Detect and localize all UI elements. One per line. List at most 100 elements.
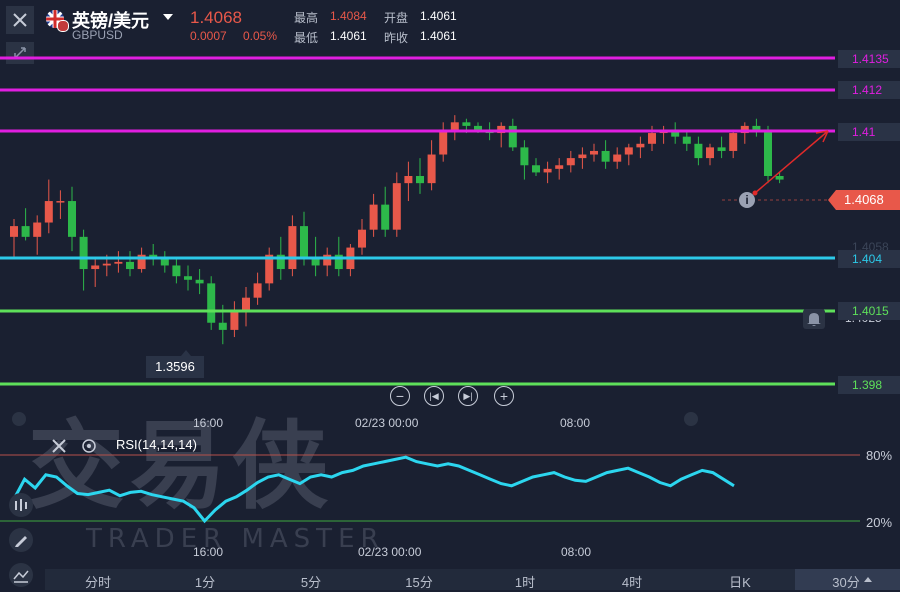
level-label-1: 1.4135: [838, 50, 900, 68]
candle-body: [288, 226, 297, 270]
main-time-label-2: 02/23 00:00: [355, 416, 419, 430]
zoom-in-button[interactable]: +: [494, 386, 514, 406]
scroll-dot-left[interactable]: [12, 412, 26, 426]
step-forward-button[interactable]: ▶|: [458, 386, 478, 406]
pair-name[interactable]: 英镑/美元: [72, 11, 150, 31]
close-icon: [13, 13, 27, 27]
prev-close-value: 1.4061: [420, 29, 457, 43]
line-chart-icon: [13, 570, 29, 583]
chevron-down-icon[interactable]: [163, 14, 173, 20]
tab-5min[interactable]: 5分: [300, 575, 322, 590]
open-value: 1.4061: [420, 9, 457, 23]
candle-body: [311, 258, 320, 266]
candle-body: [276, 254, 285, 270]
level-label-2: 1.412: [838, 81, 900, 99]
chart-type-button[interactable]: [9, 563, 33, 587]
candle-body: [137, 254, 146, 270]
candle-body: [740, 125, 749, 134]
candle-body: [578, 154, 587, 159]
price-chart[interactable]: [0, 0, 900, 400]
candle-body: [474, 125, 482, 130]
candle-body: [671, 129, 680, 137]
candle-body: [242, 297, 250, 312]
candle-body: [195, 279, 204, 284]
candle-body: [184, 276, 192, 280]
low-marker-pointer: [181, 350, 191, 356]
draw-button[interactable]: [9, 528, 33, 552]
level-label-4: 1.404: [838, 250, 900, 268]
tab-timeshare[interactable]: 分时: [84, 575, 112, 590]
current-price-tag-label: 1.4068: [844, 192, 884, 207]
rsi-label: RSI(14,14,14): [116, 437, 197, 452]
candle-body: [218, 322, 227, 330]
indicator-button[interactable]: [9, 493, 33, 517]
candle-body: [334, 254, 343, 270]
candle-body: [520, 147, 529, 166]
candle-body: [648, 133, 656, 144]
candle-body: [207, 283, 216, 323]
candle-body: [497, 125, 506, 134]
candle-body: [636, 143, 645, 148]
candle-body: [462, 122, 471, 126]
rsi-time-label-2: 02/23 00:00: [358, 545, 422, 559]
tab-daily[interactable]: 日K: [729, 575, 751, 590]
close-button[interactable]: [6, 6, 34, 34]
rsi-chart[interactable]: [0, 440, 900, 570]
candle-body: [508, 125, 517, 148]
level-label-3: 1.41: [838, 123, 900, 141]
symbol-code: GBPUSD: [72, 28, 123, 42]
candles-icon: [15, 499, 27, 511]
timeframe-tabbar: [45, 569, 900, 590]
candle-body: [91, 265, 100, 270]
candle-body: [392, 183, 401, 230]
rsi-settings-button[interactable]: [80, 437, 98, 455]
us-flag-icon: [57, 20, 69, 32]
candle-body: [68, 201, 76, 237]
gear-icon: [82, 439, 96, 453]
candle-body: [775, 176, 784, 180]
candle-body: [381, 204, 390, 230]
close-icon: [52, 439, 66, 453]
candle-body: [543, 168, 552, 173]
candle-body: [300, 226, 308, 259]
candle-body: [439, 129, 448, 155]
tab-30min[interactable]: 30分: [832, 575, 860, 590]
projection-arrow: [754, 130, 829, 194]
candle-body: [33, 222, 42, 237]
candle-body: [114, 261, 123, 264]
candle-body: [717, 147, 726, 151]
scroll-dot-right[interactable]: [684, 412, 698, 426]
level-label-5: 1.4015: [838, 302, 900, 320]
projection-arrow-head: [815, 130, 829, 143]
rsi-line: [12, 455, 735, 524]
candle-body: [706, 147, 714, 159]
candle-body: [253, 283, 262, 298]
info-icon[interactable]: i: [739, 192, 755, 208]
low-value: 1.4061: [330, 29, 367, 43]
candle-body: [102, 263, 111, 266]
rsi-time-label-1: 16:00: [193, 545, 224, 559]
tab-15min[interactable]: 15分: [405, 575, 433, 590]
candle-body: [682, 136, 691, 144]
rsi-close-button[interactable]: [50, 437, 68, 455]
candle-body: [613, 154, 622, 162]
candle-body: [624, 147, 633, 155]
tab-4hour[interactable]: 4时: [621, 575, 643, 590]
rsi-time-label-3: 08:00: [561, 545, 592, 559]
bell-icon: [807, 313, 821, 326]
watermark-cn: 交易侠: [28, 410, 334, 522]
price-alert-button[interactable]: [803, 309, 825, 329]
step-back-button[interactable]: |◀: [424, 386, 444, 406]
candle-body: [160, 258, 169, 266]
current-price: 1.4068: [190, 8, 242, 27]
candle-body: [323, 254, 332, 266]
tab-1min[interactable]: 1分: [194, 575, 216, 590]
tab-30min-caret-icon[interactable]: [864, 577, 872, 582]
candle-body: [416, 176, 424, 184]
tab-1hour[interactable]: 1时: [514, 575, 536, 590]
zoom-out-button[interactable]: −: [390, 386, 410, 406]
candle-body: [10, 226, 18, 237]
price-change-percent: 0.05%: [243, 29, 278, 43]
candle-body: [566, 158, 575, 166]
low-label: 最低: [294, 31, 319, 45]
